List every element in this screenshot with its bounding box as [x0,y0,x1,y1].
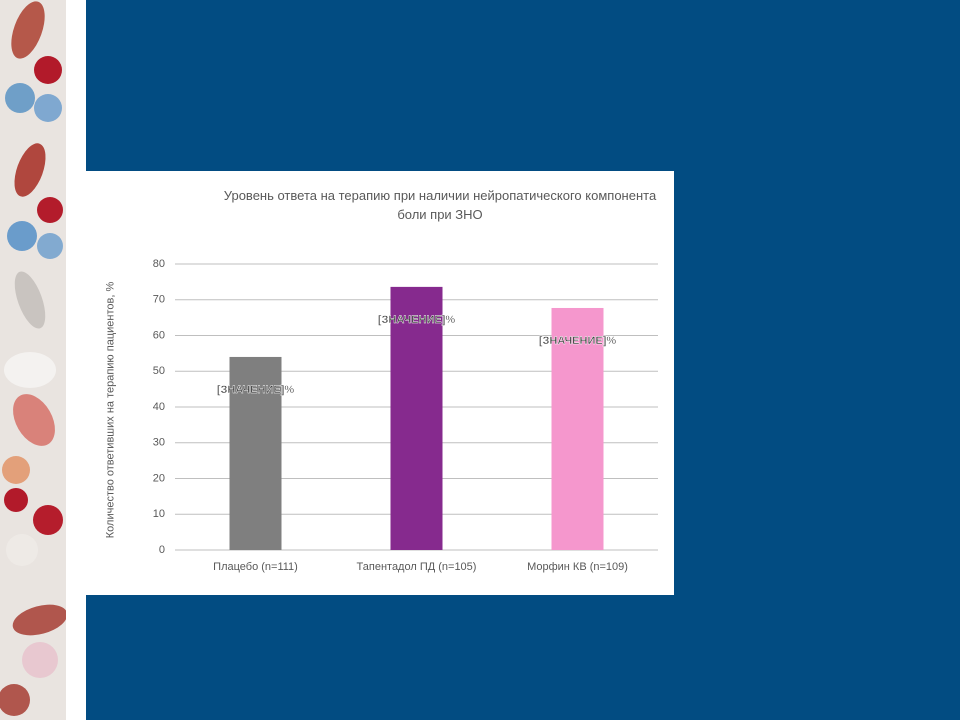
y-tick-label: 60 [153,329,165,341]
bar [390,286,443,550]
y-tick-label: 50 [153,365,165,377]
value-label: [ЗНАЧЕНИЕ]% [217,384,295,396]
pills [0,1,68,716]
y-tick-label: 10 [153,508,165,520]
y-tick-label: 40 [153,401,165,413]
y-tick-label: 80 [153,258,165,270]
bar [229,356,282,550]
y-axis-label: Количество ответивших на терапию пациент… [104,281,117,539]
x-tick-label: Морфин КВ (n=109) [527,561,628,573]
chart-title: Уровень ответа на терапию при наличии не… [223,188,657,222]
y-tick-label: 70 [153,294,165,306]
y-tick-label: 0 [159,544,165,556]
x-tick-label: Плацебо (n=111) [213,561,298,573]
divider-strip [66,0,86,720]
value-label: [ЗНАЧЕНИЕ]% [539,335,617,347]
bar [551,307,604,550]
y-tick-label: 30 [153,437,165,449]
y-tick-label: 20 [153,472,165,484]
x-tick-label: Тапентадол ПД (n=105) [357,561,477,573]
value-label: [ЗНАЧЕНИЕ]% [378,314,456,326]
